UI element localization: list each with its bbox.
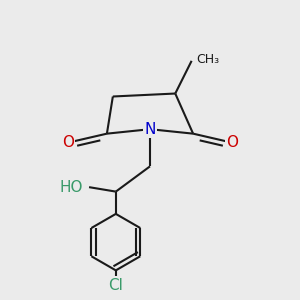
Text: HO: HO <box>59 180 83 195</box>
Text: N: N <box>144 122 156 137</box>
Text: O: O <box>62 135 74 150</box>
Text: O: O <box>226 135 238 150</box>
Text: Cl: Cl <box>108 278 123 293</box>
Text: CH₃: CH₃ <box>196 53 219 66</box>
